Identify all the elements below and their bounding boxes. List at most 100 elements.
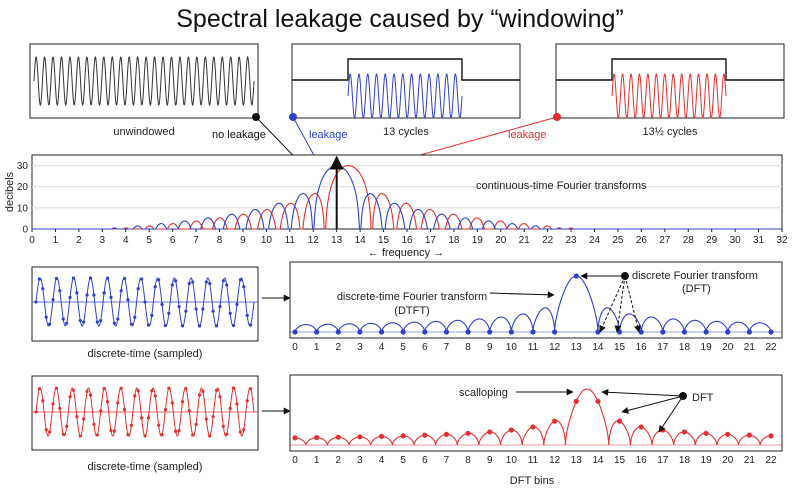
scalloping-label: scalloping [459, 387, 508, 399]
label-13-cycles: 13 cycles [383, 126, 429, 138]
dft-bin-tick-label: 1 [314, 342, 320, 353]
ctft-tick-label: 32 [776, 235, 788, 246]
dft-point [335, 329, 341, 335]
sample-point [136, 287, 140, 291]
dft-bin-tick-label: 2 [335, 342, 341, 353]
ctft-tick-label: 9 [240, 235, 246, 246]
sample-point [109, 295, 113, 299]
sample-point [133, 315, 137, 319]
label-unwindowed: unwindowed [113, 126, 174, 138]
dft-point [422, 329, 428, 335]
sample-point [180, 400, 185, 404]
dft-point [660, 329, 666, 335]
sample-point [180, 324, 185, 328]
ctft-tick-label: 1 [53, 235, 59, 246]
dft-point [638, 424, 644, 430]
dft-bin-tick-label: 19 [701, 455, 713, 466]
sample-point [48, 322, 52, 326]
sample-point [143, 300, 147, 304]
sample-point [44, 428, 48, 432]
ctft-tick-label: 3 [100, 235, 106, 246]
sample-point [177, 305, 181, 309]
dft-point [573, 273, 579, 279]
sample-point [61, 317, 65, 321]
ctft-tick-label: 19 [472, 235, 484, 246]
ctft-tick-label: 14 [355, 235, 367, 246]
sample-point [204, 417, 208, 421]
dft-point [400, 433, 406, 439]
dft-bin-tick-label: 5 [400, 455, 406, 466]
sample-point [218, 305, 222, 309]
sample-point [211, 415, 215, 419]
dft-point [465, 430, 471, 436]
sample-point [187, 281, 191, 286]
dft-point [552, 418, 558, 424]
sample-point [71, 276, 76, 280]
sample-point [75, 415, 79, 419]
sample-point [163, 408, 168, 412]
dft-point [443, 329, 450, 335]
sample-point [221, 279, 225, 283]
dft-point [292, 329, 298, 335]
ctft-plot: 0 1 2 3 4 5 6 7 8 9 10 11 12 13 14 15 16 17 18 19 20 21 22 23 24… [4, 154, 788, 259]
top-panel-13-cycles: 13 cycles [291, 43, 521, 138]
dft-bin-tick-label: 22 [765, 342, 777, 353]
sample-point [85, 293, 89, 297]
sample-point [126, 433, 130, 437]
ctft-tick-label: 15 [378, 235, 390, 246]
dtft-blue-x-ticks: 0 1 2 3 4 5 6 7 8 9 10 11 12 13 14 15 16 17 18 19 20 21 22 [292, 342, 777, 353]
sample-point [160, 433, 164, 437]
dft-point [357, 434, 363, 440]
dft-red-points [290, 398, 782, 446]
dft-point [530, 329, 536, 335]
sample-point [82, 417, 86, 421]
dft-bin-tick-label: 7 [444, 455, 450, 466]
ctft-tick-label: 12 [308, 235, 320, 246]
sample-point [214, 324, 219, 328]
sample-point [157, 278, 161, 282]
sample-point [88, 393, 93, 397]
dft-bin-tick-label: 16 [636, 455, 648, 466]
ctft-tick-label: 20 [495, 235, 507, 246]
sample-point [245, 313, 249, 317]
dtft-red-x-ticks: 0 1 2 3 4 5 6 7 8 9 10 11 12 13 14 15 16 17 18 19 20 21 22 [292, 455, 777, 466]
blue-leakage-label: leakage [309, 129, 348, 141]
dft-bin-tick-label: 18 [679, 342, 691, 353]
dft-point [530, 424, 536, 430]
sample-point [122, 276, 127, 281]
sampled-blue-panel: discrete-time (sampled) [31, 266, 259, 360]
ctft-ytick-label: 30 [17, 161, 29, 172]
dft-point [422, 432, 428, 438]
sample-point [211, 309, 215, 313]
dft-bin-tick-label: 21 [744, 455, 756, 466]
sample-point [174, 429, 178, 433]
sample-point [214, 388, 219, 392]
dft-label-2: (DFT) [682, 283, 711, 295]
sample-point [242, 428, 246, 432]
sample-point [235, 402, 239, 406]
dft-bin-tick-label: 20 [722, 342, 734, 353]
dft-bin-tick-label: 13 [571, 342, 583, 353]
dft-bin-tick-label: 16 [636, 342, 648, 353]
dft-point [681, 329, 688, 335]
sample-point [194, 422, 198, 426]
windowed-waveform-13 [347, 73, 463, 119]
sample-point [61, 432, 65, 436]
sample-point [41, 287, 45, 291]
dft-bin-tick-label: 2 [335, 455, 341, 466]
dft-bin-tick-label: 13 [571, 455, 583, 466]
sample-point [44, 315, 48, 319]
sample-point [71, 388, 76, 392]
sample-point [238, 278, 242, 282]
ctft-tick-label: 13 [331, 235, 343, 246]
sample-point [102, 386, 106, 391]
ctft-tick-label: 0 [29, 235, 35, 246]
sample-point [242, 285, 246, 289]
sample-point [78, 318, 82, 323]
dft-label-1: discrete Fourier transform [632, 270, 758, 282]
sample-point [150, 389, 154, 393]
sample-point [153, 394, 157, 398]
ctft-tick-label: 29 [706, 235, 718, 246]
sample-point [122, 408, 127, 412]
sampled-red-panel: discrete-time (sampled) [31, 375, 259, 473]
